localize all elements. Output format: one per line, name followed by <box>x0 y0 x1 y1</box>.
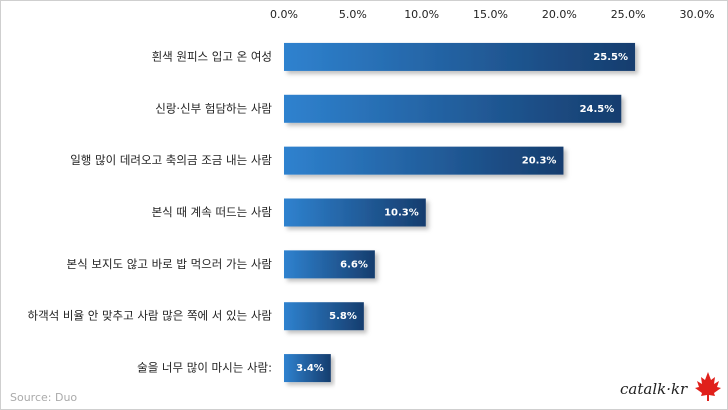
value-label: 25.5% <box>593 52 628 63</box>
x-tick-label: 10.0% <box>404 8 439 21</box>
value-label: 24.5% <box>580 104 615 115</box>
x-tick-label: 25.0% <box>611 8 646 21</box>
x-tick-label: 30.0% <box>680 8 715 21</box>
value-label: 5.8% <box>329 311 357 322</box>
bar <box>284 146 564 175</box>
bar <box>284 302 364 331</box>
value-label: 3.4% <box>296 363 324 374</box>
watermark: catalk·kr <box>620 380 688 398</box>
maple-leaf <box>695 372 721 401</box>
value-label: 6.6% <box>340 259 368 270</box>
x-tick-label: 15.0% <box>473 8 508 21</box>
category-label: 흰색 원피스 입고 온 여성 <box>152 49 272 63</box>
x-tick-label: 20.0% <box>542 8 577 21</box>
x-tick-label: 5.0% <box>339 8 367 21</box>
bar <box>284 198 426 227</box>
bar <box>284 250 375 279</box>
value-label: 20.3% <box>522 156 557 167</box>
bar <box>284 42 636 71</box>
category-label: 하객석 비율 안 맞추고 사람 많은 쪽에 서 있는 사람 <box>28 309 273 323</box>
value-label: 10.3% <box>384 208 419 219</box>
category-label: 본식 보지도 않고 바로 밥 먹으러 가는 사람 <box>67 257 273 271</box>
x-tick-label: 0.0% <box>270 8 298 21</box>
category-label: 본식 때 계속 떠드는 사람 <box>152 205 273 219</box>
category-label: 일행 많이 데려오고 축의금 조금 내는 사람 <box>70 153 272 167</box>
bar <box>284 354 331 383</box>
category-label: 신랑·신부 험담하는 사람 <box>155 101 272 115</box>
source: Source: Duo <box>10 391 77 404</box>
bar <box>284 94 622 123</box>
category-label: 술을 너무 많이 마시는 사람: <box>137 361 272 375</box>
